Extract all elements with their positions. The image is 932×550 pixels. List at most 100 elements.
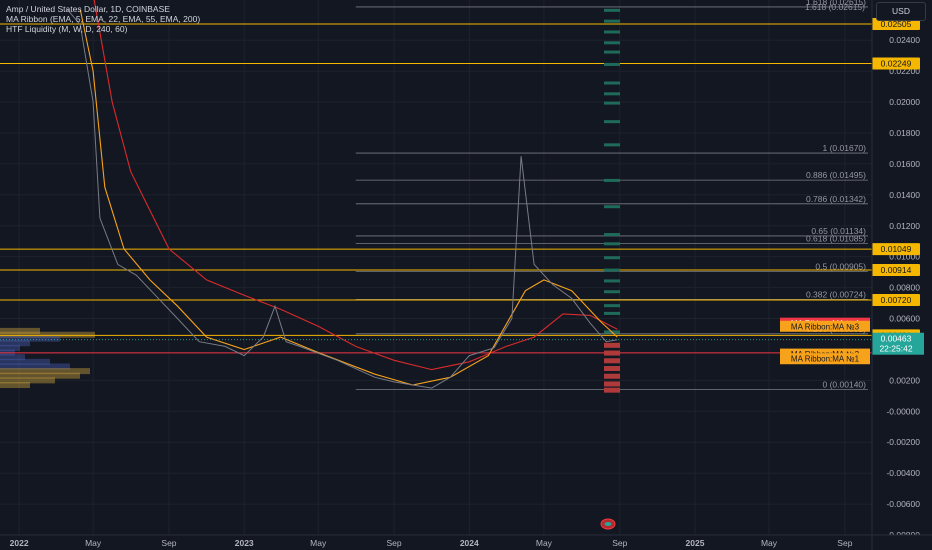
liquidity-zone	[604, 41, 620, 45]
liquidity-zone	[604, 92, 620, 96]
x-tick-label: 2024	[460, 538, 479, 548]
y-tick-label: -0.00600	[886, 499, 920, 509]
volume-profile-bar	[0, 372, 80, 379]
ema-fast-line	[79, 9, 618, 386]
x-tick-label: May	[310, 538, 327, 548]
x-tick-label: 2023	[235, 538, 254, 548]
fib-top-label: 1.618 (0.02615)	[805, 2, 865, 12]
level-axis-label-box	[872, 57, 920, 70]
x-tick-label: 2025	[686, 538, 705, 548]
level-axis-label-text: 0.00720	[881, 295, 912, 305]
y-tick-label: 0.02000	[889, 97, 920, 107]
logo-icon[interactable]	[600, 518, 616, 530]
fib-level-label: 1.618 (0.02615)	[806, 0, 866, 7]
liquidity-zone	[604, 143, 620, 147]
volume-profile-bar	[0, 327, 40, 334]
liquidity-zone	[604, 50, 620, 54]
y-tick-label: 0.02200	[889, 66, 920, 76]
volume-profile-bar	[0, 335, 60, 342]
liquidity-zone	[604, 358, 620, 364]
y-tick-label: 0.01000	[889, 252, 920, 262]
ma-label-text: MA Ribbon:MA №3	[791, 322, 860, 331]
symbol-title[interactable]: Amp / United States Dollar, 1D, COINBASE	[6, 4, 170, 14]
liquidity-zone	[604, 242, 620, 246]
liquidity-zone	[604, 342, 620, 348]
liquidity-zone	[604, 101, 620, 105]
level-axis-label-text: 0.01049	[881, 244, 912, 254]
x-tick-label: Sep	[612, 538, 627, 548]
x-tick-label: May	[536, 538, 553, 548]
volume-profile-bar	[0, 340, 30, 347]
ma-label-text: MA Ribbon:MA №1	[791, 355, 860, 364]
ma-ribbon-indicator[interactable]: MA Ribbon (EMA, 5, EMA, 22, EMA, 55, EMA…	[6, 14, 201, 24]
y-tick-label: -0.00200	[886, 437, 920, 447]
liquidity-zone	[604, 304, 620, 308]
liquidity-zone	[604, 30, 620, 34]
price-line	[66, 8, 618, 389]
level-axis-label-text: 0.00914	[881, 265, 912, 275]
liquidity-zone	[604, 290, 620, 294]
liquidity-zone	[604, 381, 620, 387]
ma-label-box	[780, 320, 870, 332]
x-tick-label: May	[85, 538, 102, 548]
htf-liquidity-indicator[interactable]: HTF Liquidity (M, W, D, 240, 60)	[6, 24, 128, 34]
liquidity-zone	[604, 120, 620, 124]
volume-profile-bar	[0, 344, 20, 351]
liquidity-zone	[604, 205, 620, 209]
y-tick-label: 0.01200	[889, 221, 920, 231]
liquidity-zone	[604, 387, 620, 393]
y-tick-label: 0.00200	[889, 375, 920, 385]
fib-level-label: 1 (0.01670)	[823, 143, 867, 153]
liquidity-zone	[604, 256, 620, 260]
fib-level-label: 0.382 (0.00724)	[806, 289, 866, 299]
current-price-text: 0.00463	[881, 334, 912, 344]
currency-button[interactable]: USD	[876, 2, 926, 21]
level-axis-label-text: 0.02249	[881, 59, 912, 69]
liquidity-zone	[604, 233, 620, 237]
chart-legend: Amp / United States Dollar, 1D, COINBASE…	[6, 4, 200, 34]
y-tick-label: 0.00800	[889, 283, 920, 293]
y-tick-label: -0.00400	[886, 468, 920, 478]
x-tick-label: Sep	[161, 538, 176, 548]
ma-label-box	[780, 353, 870, 365]
liquidity-zone	[604, 366, 620, 372]
fib-level-label: 0.786 (0.01342)	[806, 194, 866, 204]
volume-profile-bar	[0, 363, 70, 370]
fib-level-label: 0 (0.00140)	[823, 380, 867, 390]
x-tick-label: Sep	[387, 538, 402, 548]
liquidity-zone	[604, 268, 620, 272]
y-tick-label: 0.00600	[889, 314, 920, 324]
fib-level-label: 0.65 (0.01134)	[811, 226, 866, 236]
fib-level-label: 0.5 (0.00905)	[815, 261, 866, 271]
liquidity-zone	[604, 311, 620, 315]
liquidity-zone	[604, 373, 620, 379]
y-tick-label: 0.01800	[889, 128, 920, 138]
liquidity-zone	[604, 62, 620, 66]
countdown-text: 22:25:42	[879, 344, 912, 354]
level-axis-label-text: 0.02505	[881, 19, 912, 29]
volume-profile-bar	[0, 354, 25, 361]
liquidity-zone	[604, 19, 620, 23]
volume-profile-bar	[0, 377, 55, 384]
x-tick-label: 2022	[10, 538, 29, 548]
volume-profile-bar	[0, 368, 90, 375]
volume-profile-bar	[0, 358, 50, 365]
liquidity-zone	[604, 81, 620, 85]
y-tick-label: 0.01600	[889, 159, 920, 169]
x-tick-label: May	[761, 538, 778, 548]
liquidity-zone	[604, 178, 620, 182]
time-axis-background	[0, 535, 932, 550]
fib-level-label: 0.886 (0.01495)	[806, 170, 866, 180]
y-tick-label: 0.01400	[889, 190, 920, 200]
x-tick-label: Sep	[837, 538, 852, 548]
level-axis-label-box	[872, 293, 920, 306]
volume-profile-bar	[0, 331, 95, 338]
y-tick-label: 0.02400	[889, 35, 920, 45]
level-axis-label-box	[872, 243, 920, 256]
ema-200-line	[93, 0, 618, 371]
fib-level-label: 0.618 (0.01085)	[806, 234, 866, 244]
liquidity-zone	[604, 279, 620, 283]
y-tick-label: -0.00000	[886, 406, 920, 416]
